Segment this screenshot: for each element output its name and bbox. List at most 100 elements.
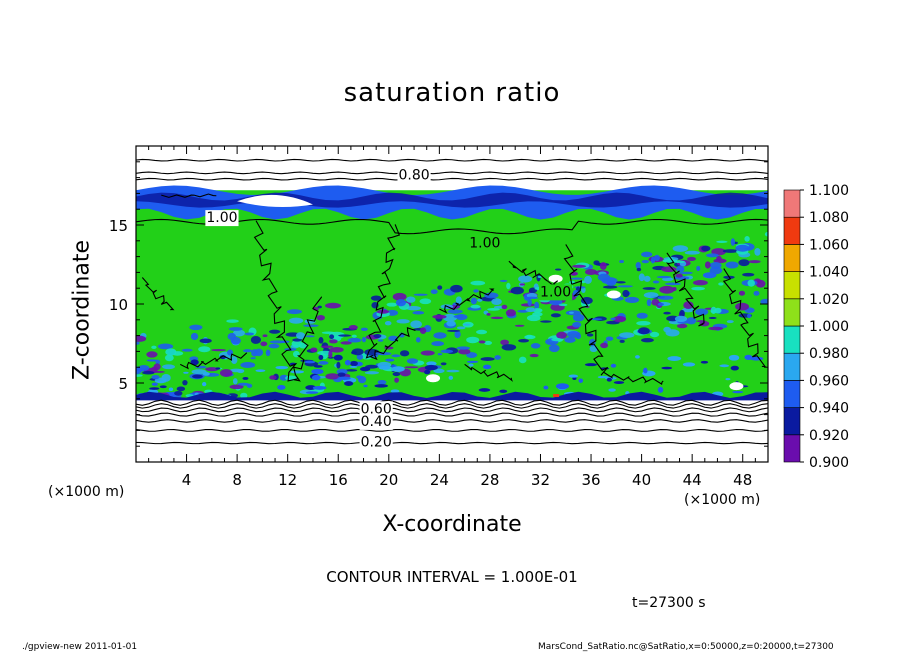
colorbar-label: 1.060: [809, 237, 849, 253]
x-tick-label: 24: [430, 471, 449, 489]
contour-line: [136, 403, 768, 409]
field-speckle: [704, 261, 711, 269]
field-speckle: [237, 382, 250, 386]
field-speckle: [458, 348, 471, 355]
field-speckle: [661, 266, 677, 273]
field-speckle: [437, 285, 443, 290]
field-speckle: [265, 349, 271, 357]
contour-label-background: [359, 434, 393, 451]
field-speckle: [597, 375, 609, 379]
field-speckle: [466, 336, 480, 344]
field-speckle: [255, 369, 266, 373]
x-axis-label: X-coordinate: [382, 512, 522, 537]
field-speckle: [168, 387, 174, 392]
field-speckle: [448, 375, 454, 380]
field-speckle: [219, 369, 233, 377]
field-speckle: [558, 303, 568, 307]
field-speckle: [399, 350, 410, 357]
field-speckle: [494, 355, 501, 360]
field-speckle: [728, 354, 740, 361]
field-speckle: [269, 375, 277, 380]
contour-line: [136, 399, 768, 406]
chart-title: saturation ratio: [343, 78, 561, 108]
field-speckle: [525, 334, 533, 339]
field-speckle: [548, 344, 560, 353]
contour-label: 1.00: [206, 210, 237, 226]
contour-label-background: [539, 284, 573, 301]
field-speckle: [146, 351, 158, 358]
field-speckle: [738, 290, 746, 296]
field-speckle: [275, 365, 289, 370]
field-speckle: [446, 329, 461, 332]
field-speckle: [356, 375, 363, 379]
field-speckle: [356, 354, 364, 360]
field-speckle: [370, 295, 382, 301]
contour-label: 0.80: [398, 167, 429, 183]
contour-line: [136, 218, 768, 235]
field-speckle: [262, 334, 268, 338]
field-speckle: [550, 313, 561, 318]
field-speckle: [661, 366, 673, 370]
field-speckle: [501, 344, 517, 351]
field-speckle: [477, 298, 483, 302]
field-speckle: [386, 302, 398, 307]
field-speckle: [240, 392, 248, 399]
colorbar-label: 0.940: [809, 401, 849, 417]
field-speckle: [431, 341, 444, 347]
field-speckle: [333, 354, 343, 361]
y-axis-label: Z-coordinate: [69, 240, 95, 380]
field-speckle: [476, 329, 488, 335]
field-speckle: [286, 309, 302, 315]
field-speckle: [606, 377, 612, 382]
field-speckle: [473, 289, 479, 293]
field-speckle: [683, 301, 694, 310]
field-speckle: [328, 350, 333, 358]
field-speckle: [450, 284, 463, 293]
field-speckle: [136, 335, 147, 342]
field-speckle: [227, 332, 237, 341]
y-tick-label: 15: [109, 217, 128, 235]
field-speckle: [325, 302, 341, 309]
field-speckle: [605, 336, 614, 341]
field-speckle: [321, 331, 336, 334]
contour-line: [722, 268, 767, 368]
field-speckle: [612, 315, 627, 323]
x-tick-label: 8: [232, 471, 242, 489]
contour-line: [136, 177, 768, 181]
contour-line: [179, 352, 248, 370]
field-speckle: [636, 267, 642, 272]
field-speckle: [676, 323, 688, 329]
field-speckle: [244, 332, 255, 336]
field-speckle: [269, 340, 285, 344]
contour-line: [136, 407, 768, 413]
field-speckle: [189, 324, 203, 331]
field-speckle: [312, 385, 327, 390]
field-speckle: [395, 299, 407, 307]
field-speckle: [440, 362, 447, 366]
field-speckle: [311, 374, 321, 381]
field-speckle: [554, 268, 562, 271]
field-speckle: [716, 240, 728, 243]
field-speckle: [652, 280, 660, 284]
field-speckle: [674, 315, 688, 323]
field-speckle: [584, 275, 592, 284]
field-speckle: [440, 349, 454, 354]
field-speckle: [638, 273, 645, 282]
field-speckle: [760, 298, 768, 305]
field-speckle: [657, 295, 674, 300]
field-speckle: [340, 341, 352, 345]
field-speckle: [410, 320, 422, 329]
field-speckle: [684, 250, 700, 255]
contour-line: [439, 288, 495, 314]
contour-line: [136, 441, 768, 445]
field-speckle: [215, 367, 221, 370]
field-speckle: [619, 332, 635, 338]
field-speckle: [754, 247, 761, 256]
field-speckle: [155, 380, 167, 383]
field-speckle: [413, 293, 428, 296]
colorbar-cell: [783, 298, 801, 327]
field-speckle: [537, 275, 542, 278]
field-speckle: [304, 360, 316, 364]
colorbar-cell: [783, 352, 801, 381]
field-speckle: [456, 326, 466, 330]
